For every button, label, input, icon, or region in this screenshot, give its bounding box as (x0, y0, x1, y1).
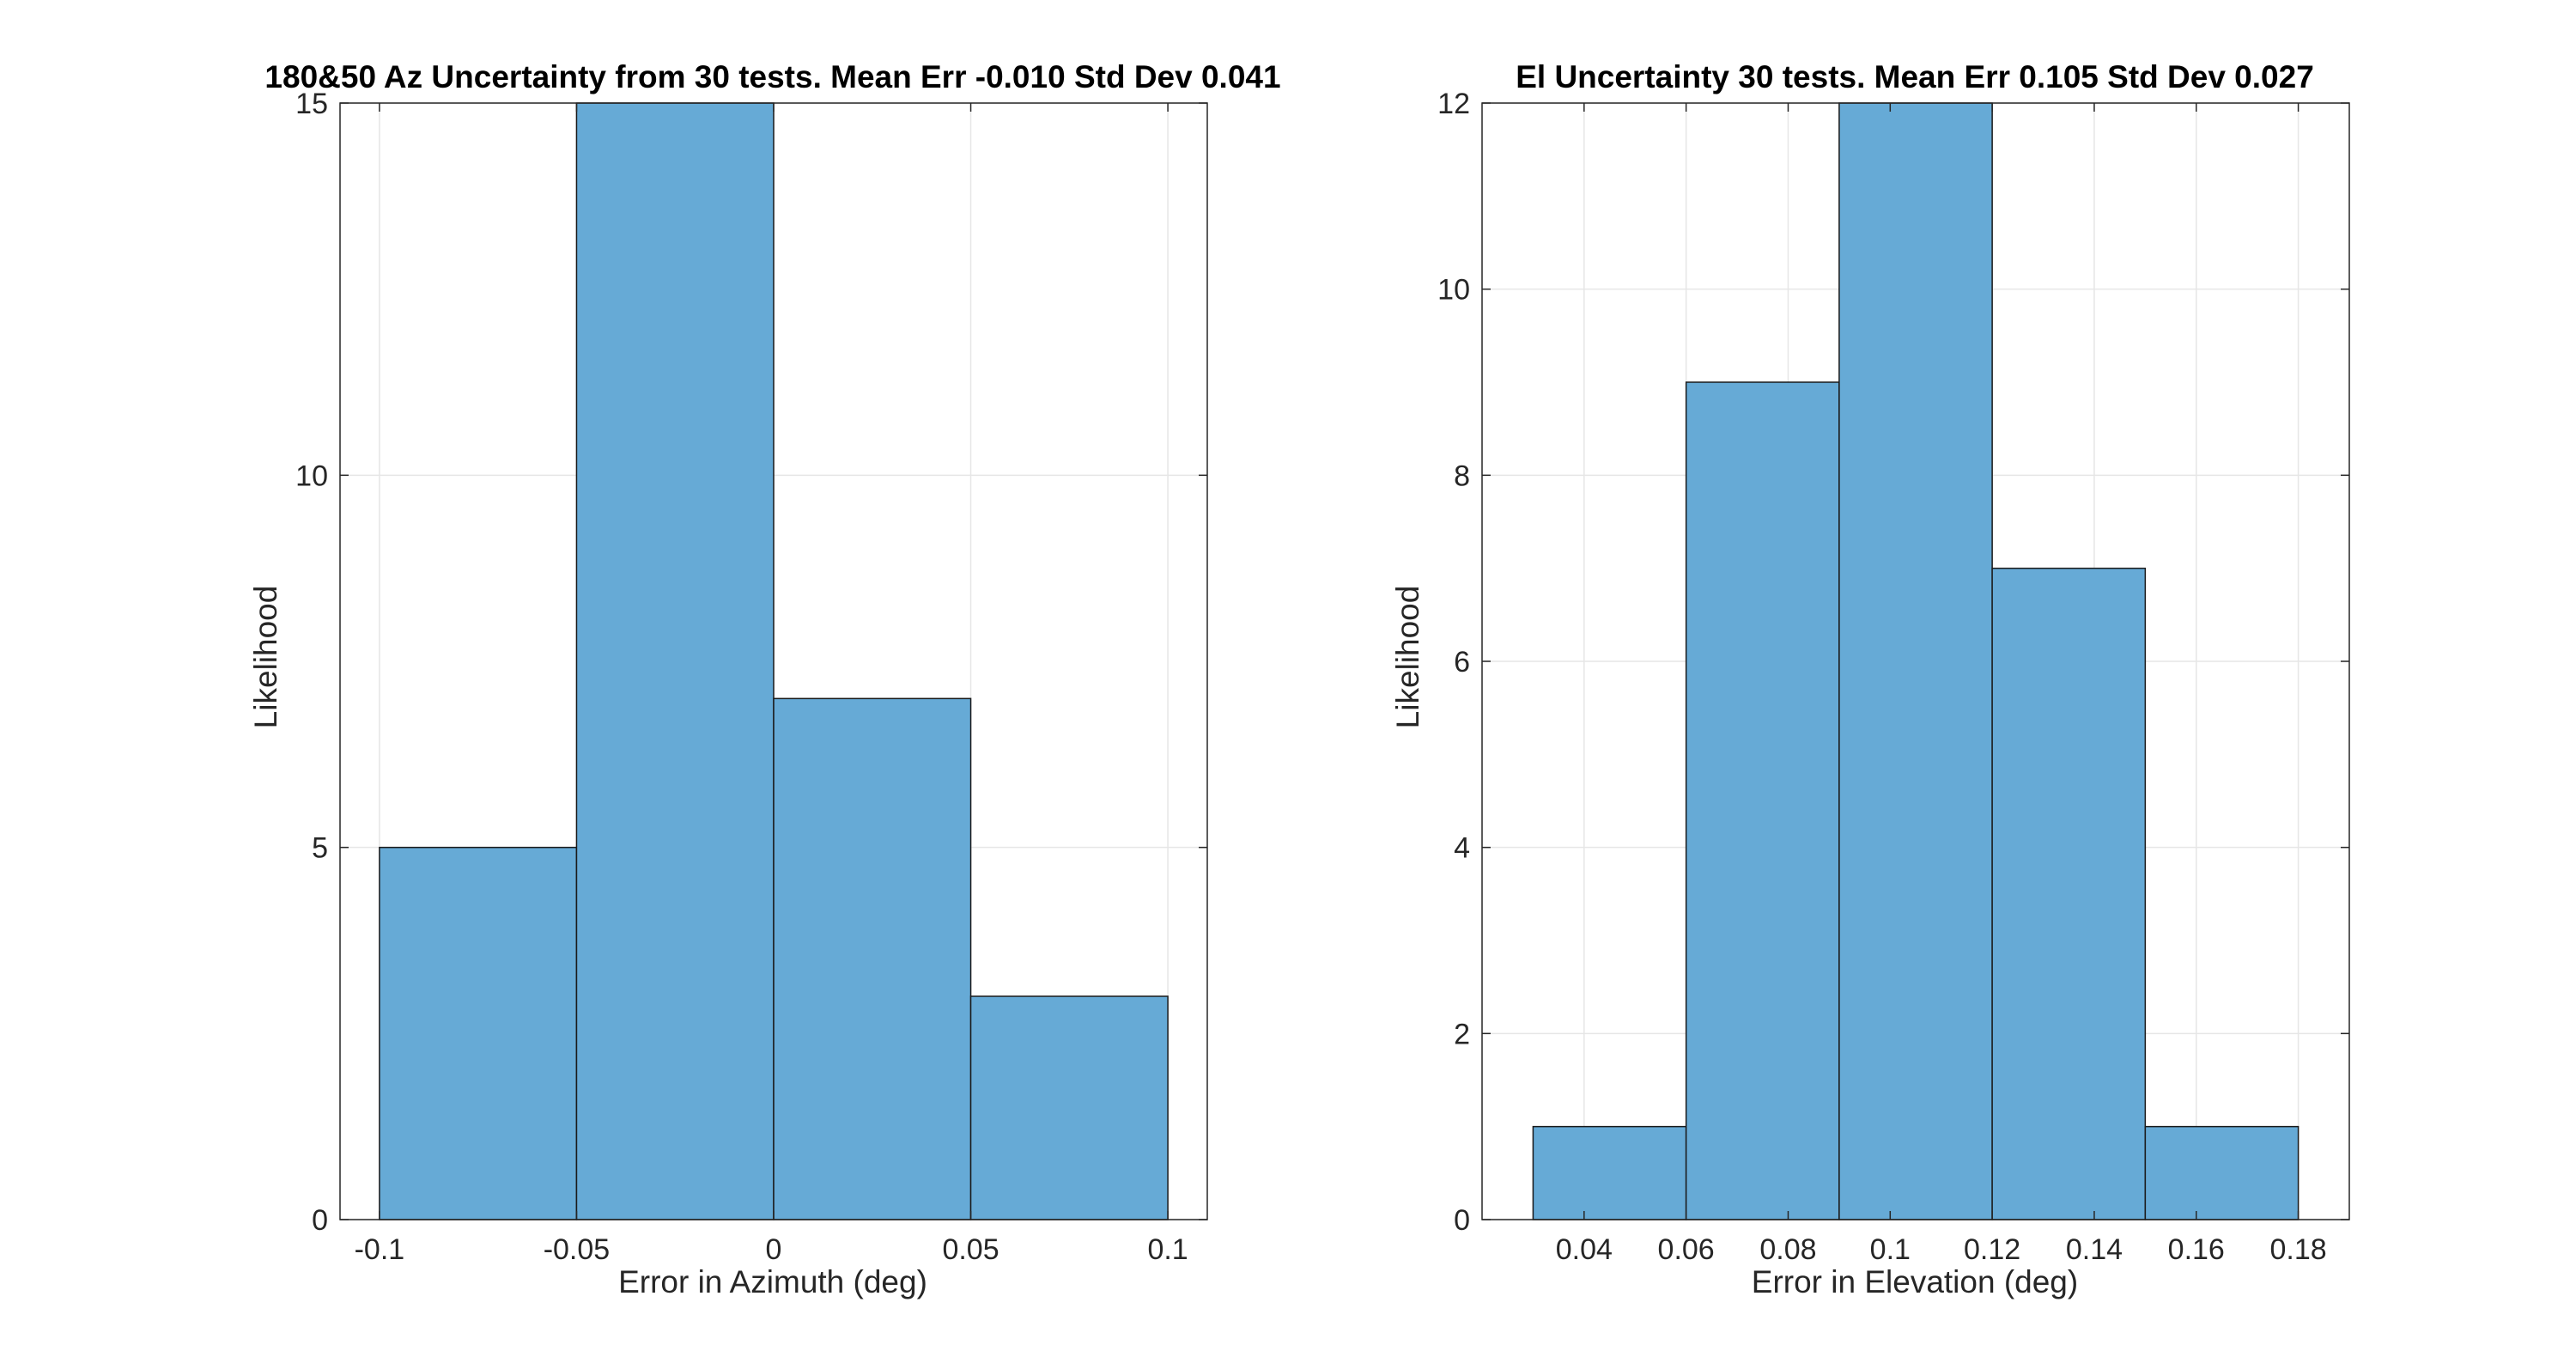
elevation-histogram-bar (1685, 381, 1840, 1220)
elevation-y-tick-label: 12 (1437, 88, 1470, 120)
elevation-y-tick-label: 10 (1437, 274, 1470, 307)
azimuth-y-tick-label: 15 (295, 88, 328, 120)
elevation-histogram-panel: El Uncertainty 30 tests. Mean Err 0.105 … (1390, 59, 2350, 1299)
azimuth-x-axis-label: Error in Azimuth (deg) (618, 1264, 927, 1299)
elevation-histogram-bar (1991, 567, 2147, 1220)
azimuth-chart-title: 180&50 Az Uncertainty from 30 tests. Mea… (264, 59, 1280, 94)
azimuth-y-tick-label: 5 (312, 832, 328, 865)
azimuth-y-tick-label: 0 (312, 1204, 328, 1237)
elevation-x-tick-label: 0.04 (1556, 1233, 1613, 1266)
elevation-x-tick-label: 0.12 (1964, 1233, 2020, 1266)
azimuth-y-axis-label: Likelihood (248, 586, 283, 729)
azimuth-x-tick-label: 0.1 (1147, 1233, 1188, 1266)
azimuth-x-tick-label: 0.05 (942, 1233, 999, 1266)
elevation-bars (1532, 102, 2300, 1220)
elevation-chart-title: El Uncertainty 30 tests. Mean Err 0.105 … (1516, 59, 2314, 94)
azimuth-histogram-bar (773, 697, 972, 1220)
elevation-y-axis-label: Likelihood (1390, 586, 1425, 729)
azimuth-bars (379, 102, 1169, 1220)
elevation-histogram-bar (1532, 1125, 1687, 1220)
azimuth-x-tick-label: -0.1 (355, 1233, 405, 1266)
elevation-x-tick-label: 0.06 (1658, 1233, 1715, 1266)
elevation-x-tick-label: 0.18 (2269, 1233, 2326, 1266)
azimuth-y-tick-label: 10 (295, 459, 328, 492)
elevation-x-tick-label: 0.14 (2066, 1233, 2123, 1266)
elevation-x-tick-label: 0.1 (1870, 1233, 1911, 1266)
elevation-y-tick-label: 0 (1454, 1204, 1470, 1237)
elevation-histogram-bar (2144, 1125, 2300, 1220)
elevation-x-tick-label: 0.16 (2168, 1233, 2225, 1266)
elevation-histogram-bar (1838, 102, 1993, 1220)
azimuth-x-tick-label: -0.05 (544, 1233, 611, 1266)
elevation-y-tick-label: 6 (1454, 646, 1470, 679)
elevation-x-tick-label: 0.08 (1759, 1233, 1816, 1266)
azimuth-histogram-panel: 180&50 Az Uncertainty from 30 tests. Mea… (248, 59, 1281, 1299)
azimuth-histogram-bar (575, 102, 775, 1220)
elevation-y-tick-label: 8 (1454, 459, 1470, 492)
azimuth-histogram-bar (379, 846, 578, 1220)
elevation-y-tick-label: 4 (1454, 832, 1470, 865)
azimuth-histogram-bar (969, 995, 1169, 1220)
elevation-y-tick-label: 2 (1454, 1018, 1470, 1050)
azimuth-x-tick-label: 0 (766, 1233, 782, 1266)
elevation-x-axis-label: Error in Elevation (deg) (1752, 1264, 2078, 1299)
